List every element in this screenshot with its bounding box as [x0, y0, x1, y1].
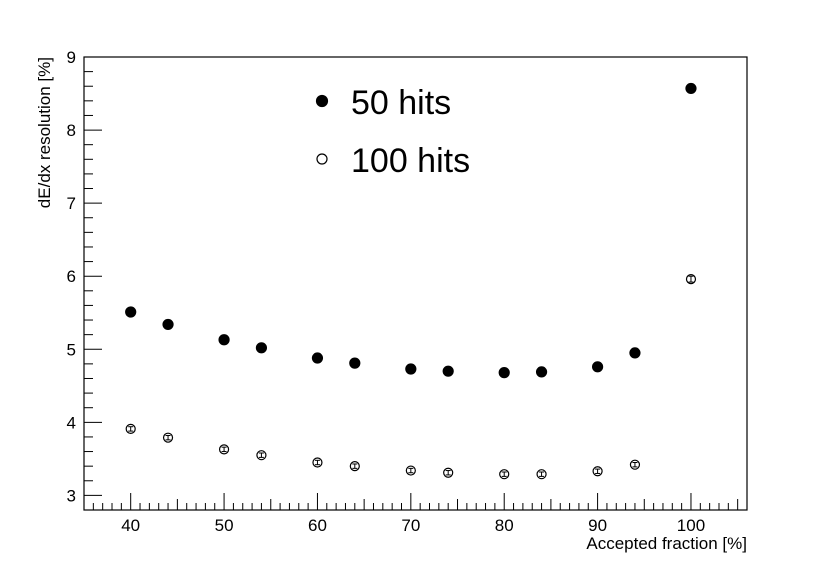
point-50-hits: [591, 361, 604, 373]
legend-label-50-hits: 50 hits: [351, 84, 451, 122]
point-100-hits: [443, 467, 454, 478]
x-tick-label: 50: [215, 516, 234, 535]
x-tick-label: 90: [588, 516, 607, 535]
point-100-hits: [349, 461, 360, 472]
x-tick-label: 70: [401, 516, 420, 535]
point-100-hits: [312, 457, 323, 468]
point-50-hits: [405, 363, 417, 375]
x-tick-label: 60: [308, 516, 327, 535]
point-50-hits: [125, 306, 137, 318]
y-tick-label: 8: [67, 121, 76, 140]
x-tick-label: 40: [121, 516, 140, 535]
point-50-hits: [535, 366, 548, 378]
point-100-hits: [162, 432, 174, 443]
point-100-hits: [685, 274, 697, 285]
y-tick-label: 4: [67, 413, 76, 432]
y-axis: 3 4 5 6 7 8 9: [67, 48, 102, 511]
point-50-hits: [162, 318, 174, 331]
point-100-hits: [218, 444, 230, 455]
x-axis-title: Accepted fraction [%]: [586, 534, 747, 553]
point-100-hits: [592, 466, 603, 477]
x-axis: 40 50 60 70 80 90 100: [83, 493, 748, 535]
point-100-hits: [499, 469, 510, 480]
point-50-hits: [629, 347, 641, 359]
legend: 50 hits 100 hits: [315, 84, 470, 180]
point-100-hits: [536, 469, 547, 480]
x-tick-label: 80: [495, 516, 514, 535]
y-tick-label: 5: [67, 340, 76, 359]
point-100-hits: [125, 423, 136, 434]
y-tick-label: 6: [67, 267, 76, 286]
point-50-hits: [498, 367, 510, 379]
y-axis-title: dE/dx resolution [%]: [35, 57, 54, 208]
y-tick-label: 7: [67, 194, 76, 213]
y-tick-label: 3: [67, 486, 76, 505]
point-100-hits: [256, 450, 267, 461]
legend-marker-50-hits: [315, 94, 329, 108]
x-tick-label: 100: [677, 516, 705, 535]
point-50-hits: [218, 334, 230, 346]
point-100-hits: [405, 465, 416, 476]
data-points: [125, 82, 697, 480]
legend-label-100-hits: 100 hits: [351, 142, 470, 180]
point-50-hits: [685, 82, 697, 95]
point-50-hits: [349, 357, 361, 369]
point-50-hits: [255, 342, 268, 354]
plot-frame: [83, 56, 748, 511]
y-tick-label: 9: [67, 48, 76, 67]
legend-marker-100-hits: [316, 153, 328, 165]
point-50-hits: [442, 365, 454, 377]
point-100-hits: [629, 459, 641, 470]
point-50-hits: [311, 352, 324, 364]
